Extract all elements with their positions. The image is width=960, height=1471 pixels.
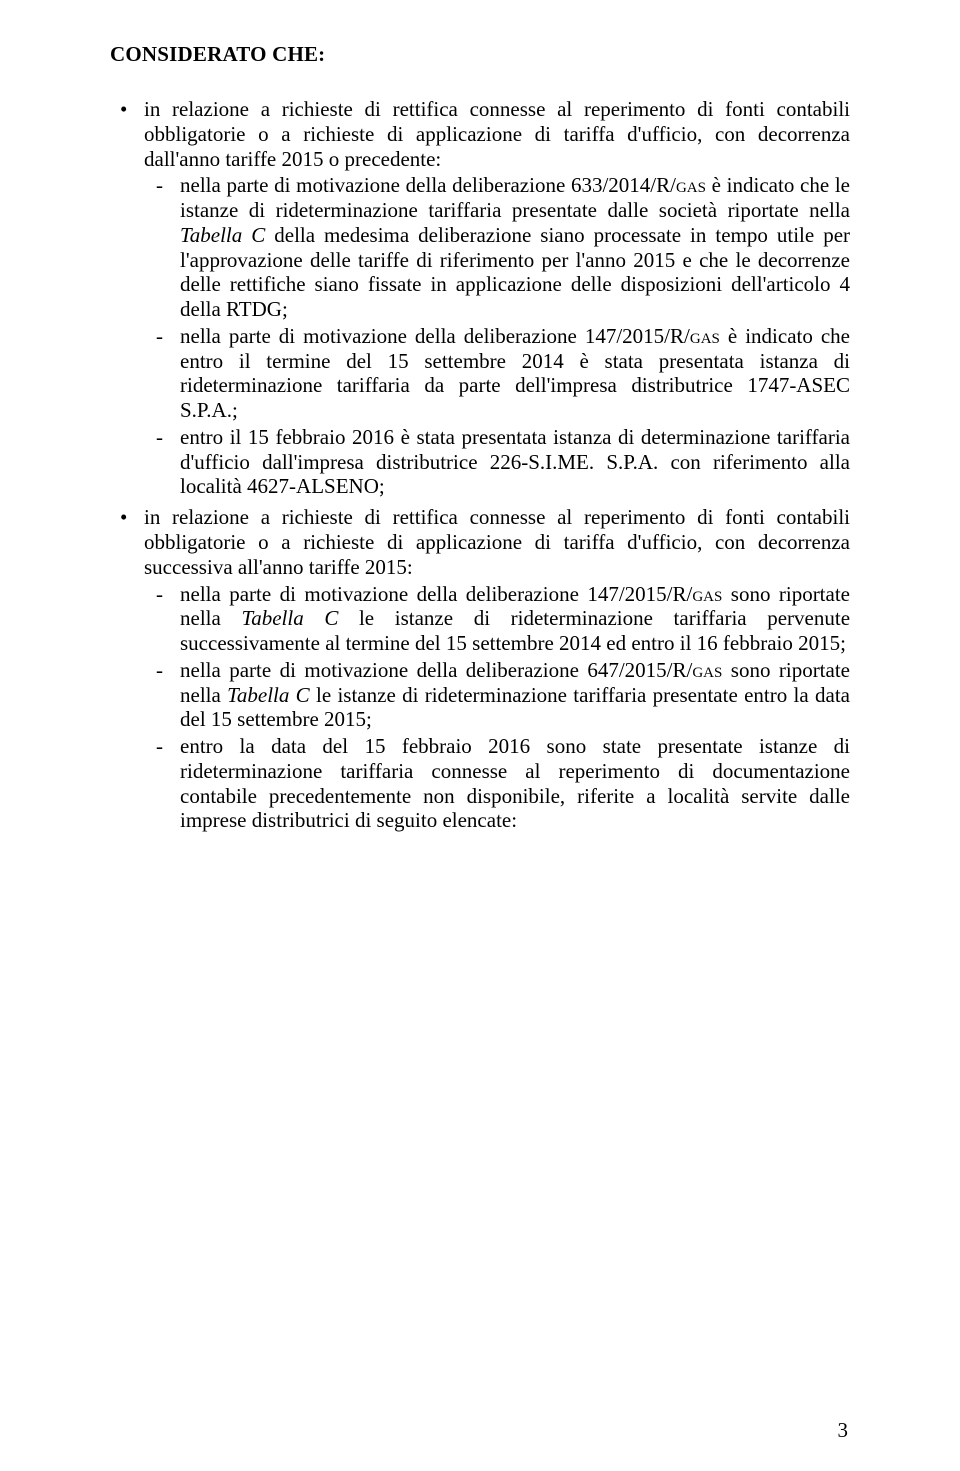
- list-item: nella parte di motivazione della deliber…: [180, 658, 850, 732]
- italic-text: Tabella C: [227, 683, 310, 707]
- section-heading: CONSIDERATO CHE:: [110, 42, 850, 67]
- bullet-list-level2: nella parte di motivazione della deliber…: [144, 173, 850, 499]
- list-item-lead: in relazione a richieste di rettifica co…: [144, 505, 850, 579]
- page-number: 3: [838, 1418, 849, 1443]
- smallcaps-text: gas: [692, 582, 722, 606]
- text-run: nella parte di motivazione della deliber…: [180, 582, 692, 606]
- smallcaps-text: gas: [690, 324, 720, 348]
- smallcaps-text: gas: [692, 658, 722, 682]
- list-item: nella parte di motivazione della deliber…: [180, 324, 850, 423]
- text-run: entro la data del 15 febbraio 2016 sono …: [180, 734, 850, 832]
- italic-text: Tabella C: [241, 606, 338, 630]
- smallcaps-text: gas: [676, 173, 706, 197]
- text-run: nella parte di motivazione della deliber…: [180, 324, 690, 348]
- list-item: entro il 15 febbraio 2016 è stata presen…: [180, 425, 850, 499]
- text-run: nella parte di motivazione della deliber…: [180, 658, 692, 682]
- list-item: in relazione a richieste di rettifica co…: [144, 505, 850, 833]
- list-item-lead: in relazione a richieste di rettifica co…: [144, 97, 850, 171]
- bullet-list-level2: nella parte di motivazione della deliber…: [144, 582, 850, 834]
- bullet-list-level1: in relazione a richieste di rettifica co…: [110, 97, 850, 833]
- text-run: entro il 15 febbraio 2016 è stata presen…: [180, 425, 850, 499]
- list-item: entro la data del 15 febbraio 2016 sono …: [180, 734, 850, 833]
- text-run: della medesima deliberazione siano proce…: [180, 223, 850, 321]
- list-item: nella parte di motivazione della deliber…: [180, 173, 850, 322]
- italic-text: Tabella C: [180, 223, 265, 247]
- text-run: nella parte di motivazione della deliber…: [180, 173, 676, 197]
- list-item: nella parte di motivazione della deliber…: [180, 582, 850, 656]
- list-item: in relazione a richieste di rettifica co…: [144, 97, 850, 499]
- page-container: CONSIDERATO CHE: in relazione a richiest…: [0, 0, 960, 1471]
